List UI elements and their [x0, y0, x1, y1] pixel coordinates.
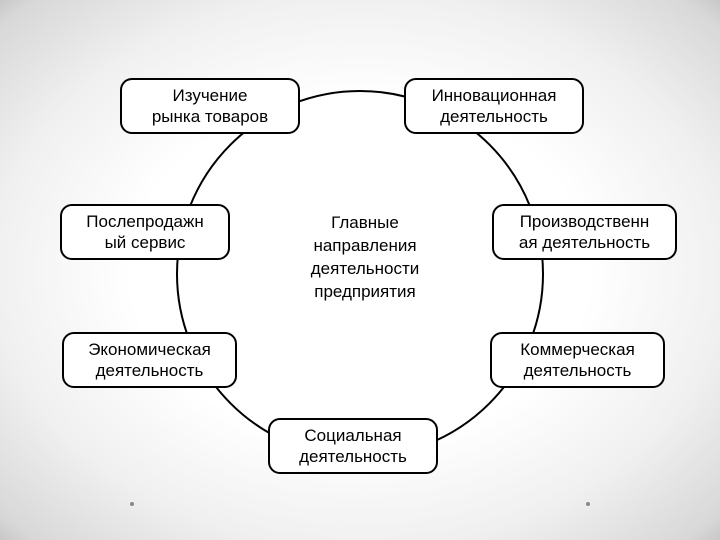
center-label: Главные направления деятельности предпри… — [280, 212, 450, 304]
node-left-upper: Послепродажн ый сервис — [60, 204, 230, 260]
node-top-left: Изучение рынка товаров — [120, 78, 300, 134]
node-top-right: Инновационная деятельность — [404, 78, 584, 134]
node-right-upper: Производственн ая деятельность — [492, 204, 677, 260]
node-label: Производственн ая деятельность — [519, 211, 650, 254]
node-left-lower: Экономическая деятельность — [62, 332, 237, 388]
node-label: Коммерческая деятельность — [520, 339, 635, 382]
dot-1 — [586, 502, 590, 506]
node-right-lower: Коммерческая деятельность — [490, 332, 665, 388]
node-label: Послепродажн ый сервис — [86, 211, 203, 254]
dot-0 — [130, 502, 134, 506]
diagram-canvas: Главные направления деятельности предпри… — [0, 0, 720, 540]
node-label: Экономическая деятельность — [88, 339, 211, 382]
node-bottom: Социальная деятельность — [268, 418, 438, 474]
node-label: Инновационная деятельность — [432, 85, 557, 128]
node-label: Изучение рынка товаров — [152, 85, 268, 128]
node-label: Социальная деятельность — [299, 425, 407, 468]
